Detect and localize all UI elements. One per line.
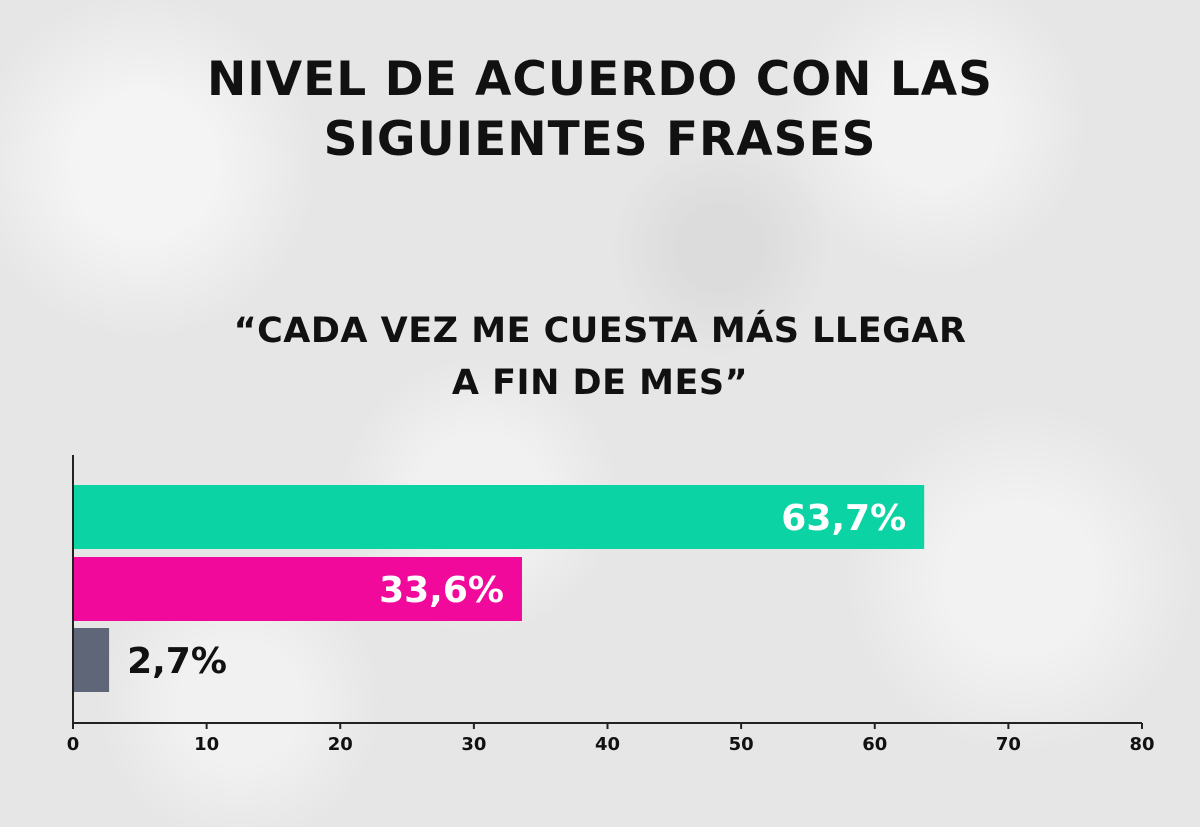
chart-title: NIVEL DE ACUERDO CON LAS SIGUIENTES FRAS… [206,52,994,167]
chart-subtitle: “CADA VEZ ME CUESTA MÁS LLEGAR A FIN DE … [233,311,967,403]
bar-value-label-2: 2,7% [127,641,227,682]
bar-2 [73,628,110,692]
x-tick-label-7: 70 [996,734,1021,755]
x-tick-label-1: 10 [194,734,219,755]
x-tick-label-2: 20 [328,734,353,755]
bar-value-label-0: 63,7% [781,498,906,539]
bar-value-label-1: 33,6% [379,570,504,611]
x-tick-label-6: 60 [862,734,887,755]
x-tick-label-4: 40 [595,734,620,755]
x-tick-label-3: 30 [461,734,486,755]
x-tick-label-5: 50 [729,734,754,755]
bar-1 [73,557,522,621]
bar-0 [73,485,925,549]
bar-chart: 63,7% 33,6% 2,7% 0 10 20 30 40 50 60 70 80 [67,455,1155,755]
x-tick-label-0: 0 [67,734,80,755]
x-tick-label-8: 80 [1129,734,1154,755]
